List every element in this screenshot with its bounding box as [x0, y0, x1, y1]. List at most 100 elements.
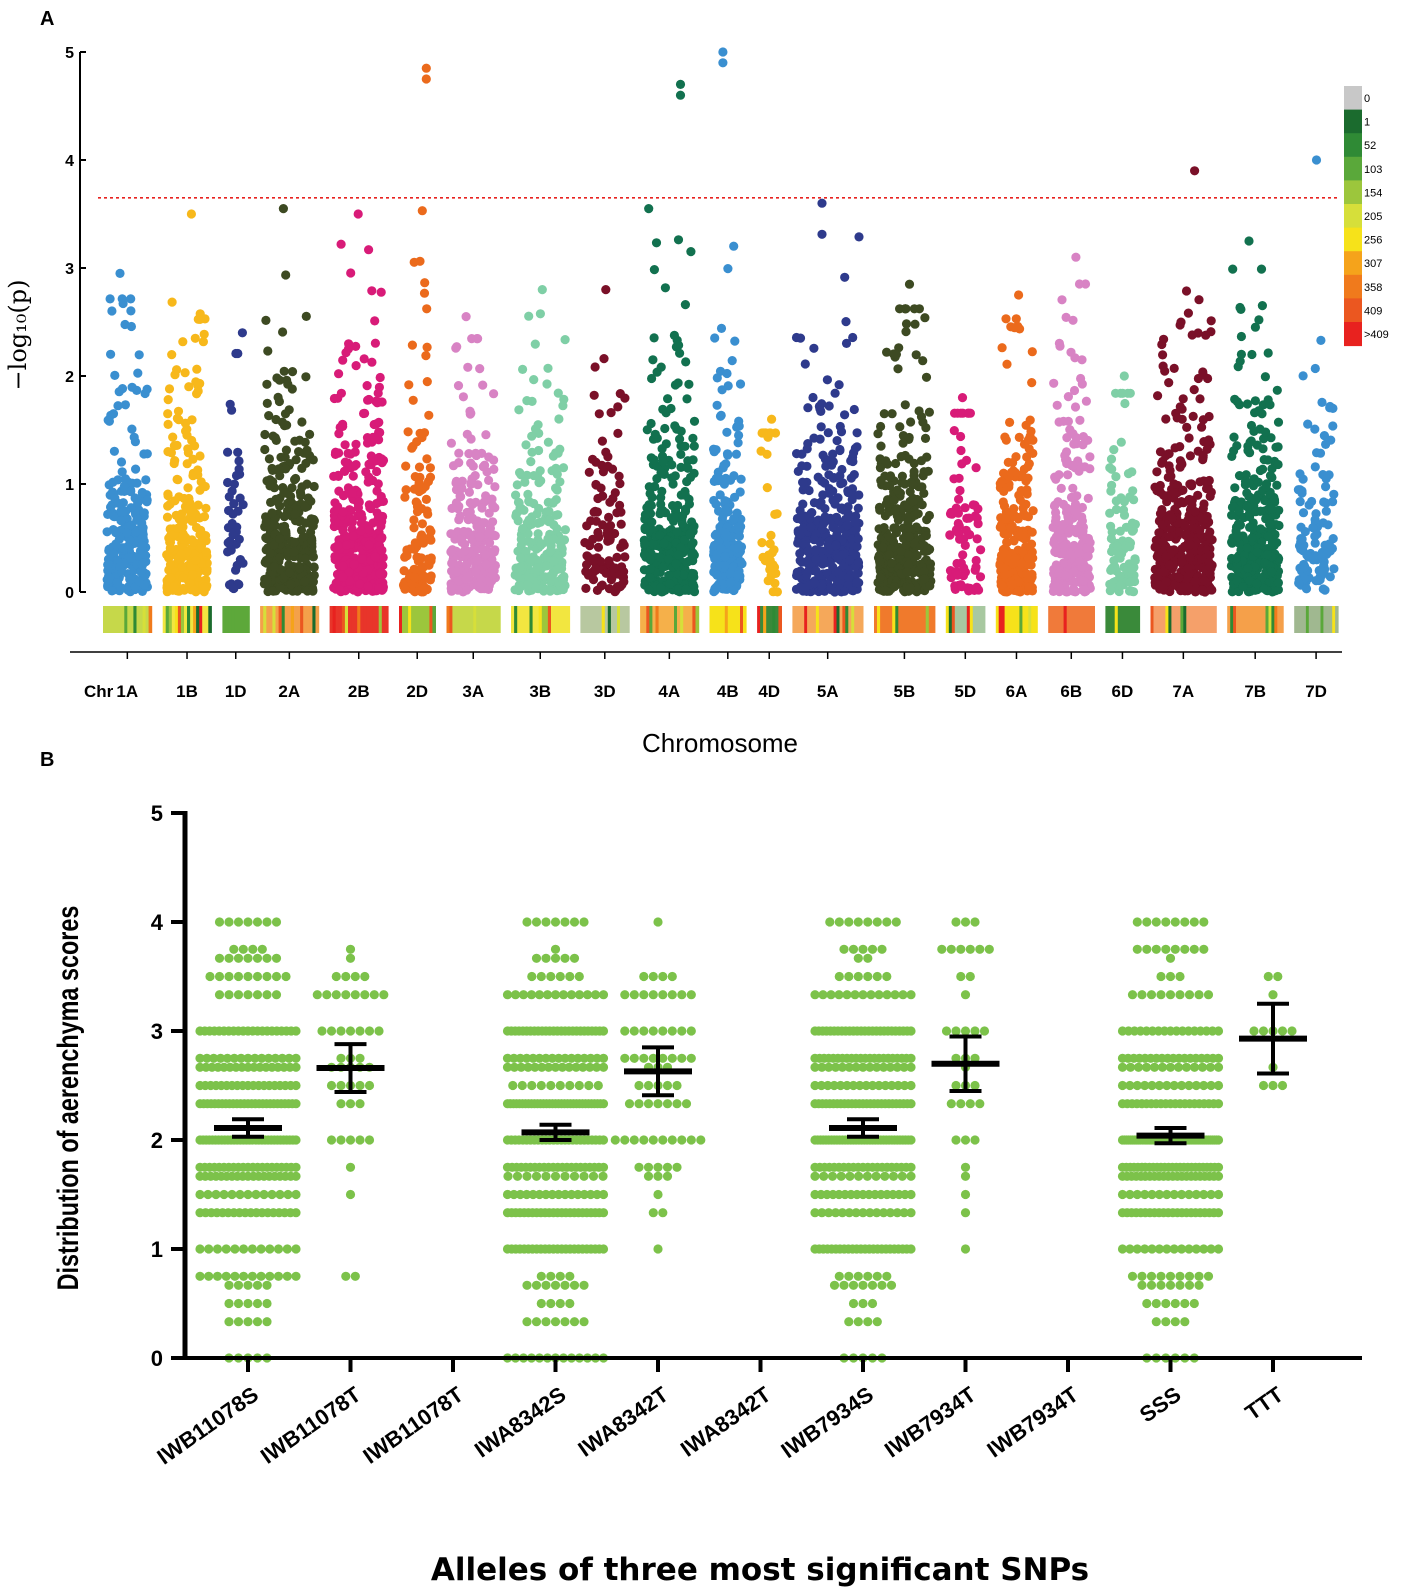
snp-point — [723, 264, 733, 274]
snp-point — [1121, 522, 1131, 532]
snp-point — [817, 524, 828, 534]
snp-point — [816, 422, 826, 432]
snp-point — [1173, 499, 1183, 509]
snp-point — [1061, 447, 1072, 457]
snp-point — [581, 583, 591, 594]
snp-point — [134, 350, 144, 360]
snp-point — [735, 379, 746, 389]
snp-point — [163, 395, 173, 405]
snp-point — [606, 408, 616, 418]
snp-point — [471, 567, 481, 577]
snp-point — [758, 428, 768, 438]
snp-point — [1184, 494, 1194, 505]
snp-point — [1234, 506, 1244, 516]
peak-snp-point — [353, 209, 363, 219]
snp-point — [999, 529, 1009, 539]
snp-point — [281, 526, 291, 536]
snp-point — [1261, 427, 1271, 437]
density-cell — [860, 606, 864, 633]
snp-point — [423, 554, 433, 564]
density-strip-3A — [446, 606, 501, 633]
snp-point — [305, 429, 315, 439]
snp-point — [1265, 471, 1276, 481]
snp-point — [675, 434, 685, 444]
snp-point — [1328, 421, 1338, 431]
snp-point — [893, 364, 903, 374]
snp-point — [165, 543, 175, 553]
snp-point — [765, 539, 775, 549]
snp-point — [642, 503, 652, 513]
peak-snp-point — [675, 79, 686, 89]
snp-point — [1252, 579, 1262, 589]
snp-point — [526, 457, 536, 467]
snp-point — [835, 445, 845, 456]
snp-point — [1176, 458, 1186, 468]
snp-point — [270, 433, 280, 443]
snp-point — [803, 403, 813, 413]
snp-point — [527, 447, 537, 457]
snp-point — [271, 414, 281, 425]
snp-point — [340, 457, 350, 467]
snp-point — [120, 400, 130, 410]
snp-point — [1079, 576, 1089, 586]
snp-point — [810, 578, 820, 588]
snp-point — [1274, 520, 1284, 531]
density-cell — [743, 606, 747, 633]
snp-point — [532, 509, 542, 519]
snp-point — [490, 482, 500, 492]
snp-point — [675, 348, 685, 358]
snp-point — [512, 480, 522, 490]
snp-point — [516, 505, 526, 515]
snp-point — [884, 550, 895, 560]
snp-point — [1007, 580, 1017, 590]
snp-point — [107, 306, 117, 316]
snp-point — [1024, 582, 1034, 592]
snp-point — [178, 337, 188, 347]
snp-point — [722, 368, 732, 379]
snp-point — [818, 450, 828, 460]
snp-point — [891, 458, 901, 469]
snp-point — [645, 564, 656, 574]
density-cell — [566, 606, 571, 633]
snp-point — [1231, 553, 1241, 564]
snp-point — [422, 304, 432, 314]
snp-point — [1324, 539, 1334, 549]
snp-point — [552, 485, 562, 495]
snp-point — [372, 486, 382, 496]
snp-point — [1068, 315, 1078, 325]
snp-point — [1002, 537, 1013, 547]
snp-point — [593, 542, 604, 552]
snp-point — [686, 247, 696, 257]
snp-point — [265, 548, 275, 558]
snp-point — [466, 479, 476, 489]
snp-point — [112, 578, 123, 588]
snp-point — [482, 494, 492, 504]
snp-point — [281, 445, 291, 455]
snp-point — [523, 536, 533, 547]
snp-point — [227, 486, 237, 496]
snp-point — [113, 498, 123, 508]
snp-point — [301, 311, 311, 321]
snp-point — [356, 526, 366, 536]
density-strip-6B — [1048, 606, 1095, 633]
snp-point — [1252, 440, 1262, 450]
snp-point — [338, 491, 349, 501]
snp-point — [1267, 567, 1277, 577]
snp-point — [644, 585, 654, 595]
snp-point — [807, 507, 817, 518]
snp-point — [729, 471, 739, 481]
snp-point — [1008, 458, 1018, 468]
snp-point — [921, 372, 932, 382]
peak-snp-point — [957, 393, 968, 403]
snp-point — [546, 574, 556, 585]
snp-point — [137, 541, 147, 551]
peak-snp-point — [237, 328, 247, 338]
snp-point — [1251, 507, 1261, 517]
peak-snp-point — [1244, 236, 1254, 246]
snp-point — [168, 432, 178, 442]
snp-point — [533, 420, 543, 430]
chromosome-4A-points — [639, 79, 700, 597]
snp-point — [1260, 372, 1270, 382]
snp-point — [1321, 474, 1331, 484]
